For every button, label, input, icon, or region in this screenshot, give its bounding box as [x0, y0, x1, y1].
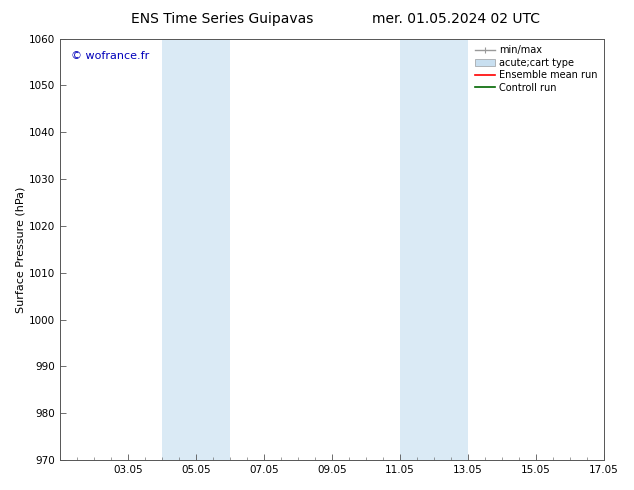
Bar [162, 39, 230, 460]
Text: ENS Time Series Guipavas: ENS Time Series Guipavas [131, 12, 313, 26]
Legend: min/max, acute;cart type, Ensemble mean run, Controll run: min/max, acute;cart type, Ensemble mean … [474, 44, 599, 95]
Text: mer. 01.05.2024 02 UTC: mer. 01.05.2024 02 UTC [373, 12, 540, 26]
Bar [400, 39, 468, 460]
Y-axis label: Surface Pressure (hPa): Surface Pressure (hPa) [15, 186, 25, 313]
Text: © wofrance.fr: © wofrance.fr [71, 51, 150, 61]
